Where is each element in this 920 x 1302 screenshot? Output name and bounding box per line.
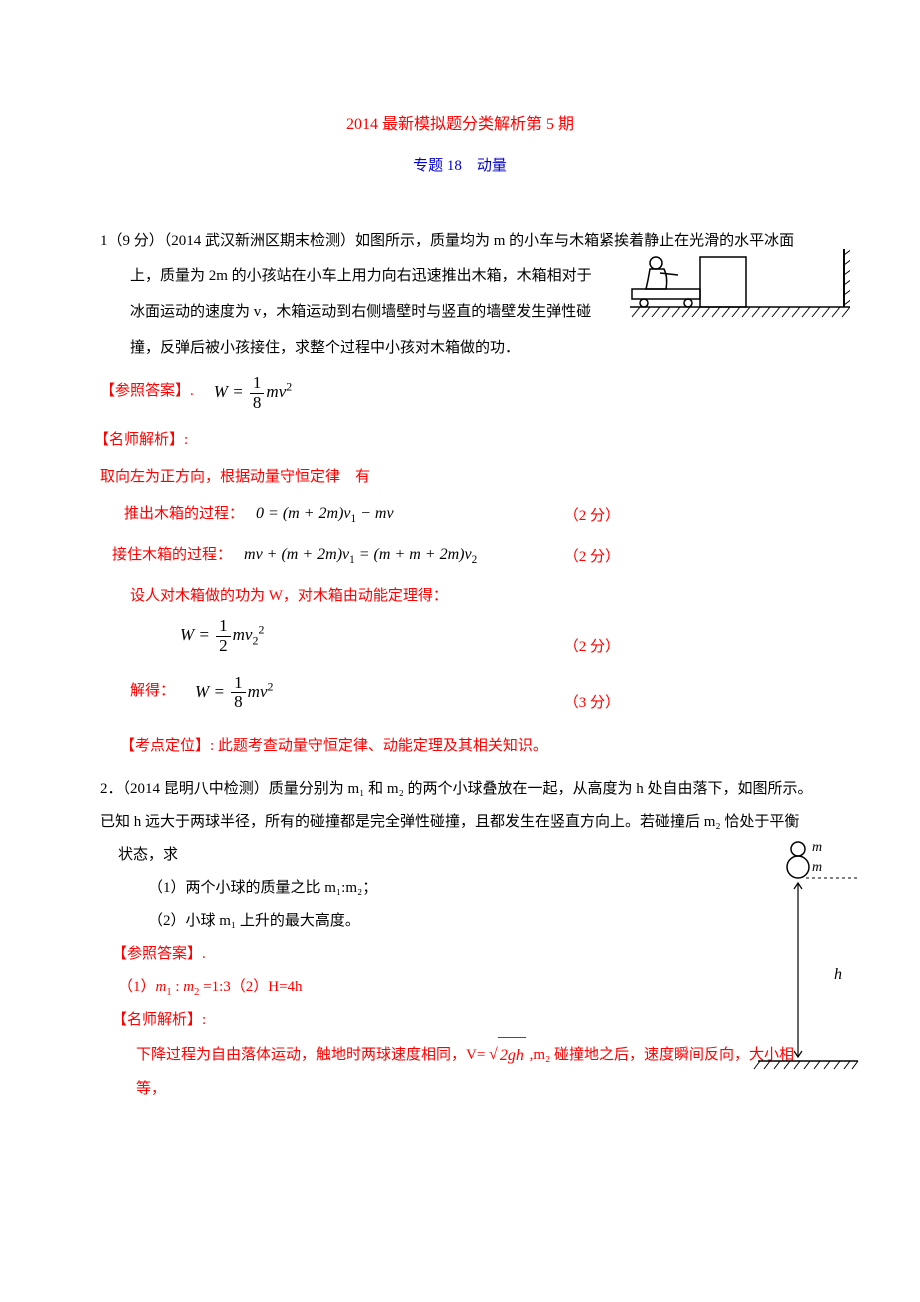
title-main: 2014 最新模拟题分类解析第 5 期	[100, 110, 820, 134]
p2-answer-text: （1）m1 : m2 =1:3（2）H=4h	[100, 971, 820, 1004]
problem-1: 1（9 分）（2014 武汉新洲区期末检测）如图所示，质量均为 m 的小车与木箱…	[100, 225, 820, 763]
figure-1-cart-wall	[630, 249, 850, 319]
step-2: 接住木箱的过程： mv + (m + 2m)v1 = (m + m + 2m)v…	[112, 539, 820, 572]
formula-W-final: 解得： W = 18mv2 （3 分）	[100, 674, 820, 712]
solve-label: 解得：	[130, 675, 175, 708]
p2-solve: 下降过程为自由落体运动，触地时两球速度相同，V= √2gh ,m₂ 碰撞地之后，…	[118, 1037, 820, 1106]
step1-formula: 0 = (m + 2m)v1 − mv	[256, 505, 394, 525]
Wfinal-score: （3 分）	[564, 691, 820, 712]
analysis-label: 【名师解析】:	[94, 424, 820, 457]
p2-q2: （2）小球 m₁ 上升的最大高度。	[118, 905, 820, 938]
p2-line3: 状态，求	[118, 839, 820, 872]
analysis-text: 取向左为正方向，根据动量守恒定律 有	[100, 461, 820, 494]
step1-score: （2 分）	[564, 504, 820, 525]
p2-line1: 2．（2014 昆明八中检测）质量分别为 m₁ 和 m₂ 的两个小球叠放在一起，…	[100, 773, 820, 806]
title-sub: 专题 18 动量	[100, 154, 820, 175]
p2-analysis-label: 【名师解析】:	[112, 1004, 820, 1037]
step2-score: （2 分）	[564, 545, 820, 566]
formula-W-half: W = 12mv22 （2 分）	[100, 617, 820, 655]
p2-line2: 已知 h 远大于两球半径，所有的碰撞都是完全弹性碰撞，且都发生在竖直方向上。若碰…	[100, 806, 820, 839]
step-1: 推出木箱的过程： 0 = (m + 2m)v1 − mv （2 分）	[124, 498, 820, 531]
svg-text:m: m	[812, 840, 822, 855]
problem-2-block: 状态，求 （1）两个小球的质量之比 m₁:m₂； （2）小球 m₁ 上升的最大高…	[100, 839, 820, 1106]
p2-q1: （1）两个小球的质量之比 m₁:m₂；	[118, 872, 820, 905]
step3-text: 设人对木箱做的功为 W，对木箱由动能定理得：	[100, 580, 820, 613]
svg-text:m: m	[812, 860, 822, 875]
kaodian: 【考点定位】: 此题考查动量守恒定律、动能定理及其相关知识。	[120, 730, 820, 763]
step2-label: 接住木箱的过程：	[112, 539, 232, 572]
figure-2-balls: m m h	[740, 839, 860, 1079]
p2-answer-label: 【参照答案】.	[112, 938, 820, 971]
step2-formula: mv + (m + 2m)v1 = (m + m + 2m)v2	[244, 546, 477, 566]
step1-label: 推出木箱的过程：	[124, 498, 244, 531]
answer-label: 【参照答案】.	[100, 375, 194, 408]
svg-text:h: h	[834, 966, 842, 983]
Whalf-score: （2 分）	[564, 635, 820, 656]
